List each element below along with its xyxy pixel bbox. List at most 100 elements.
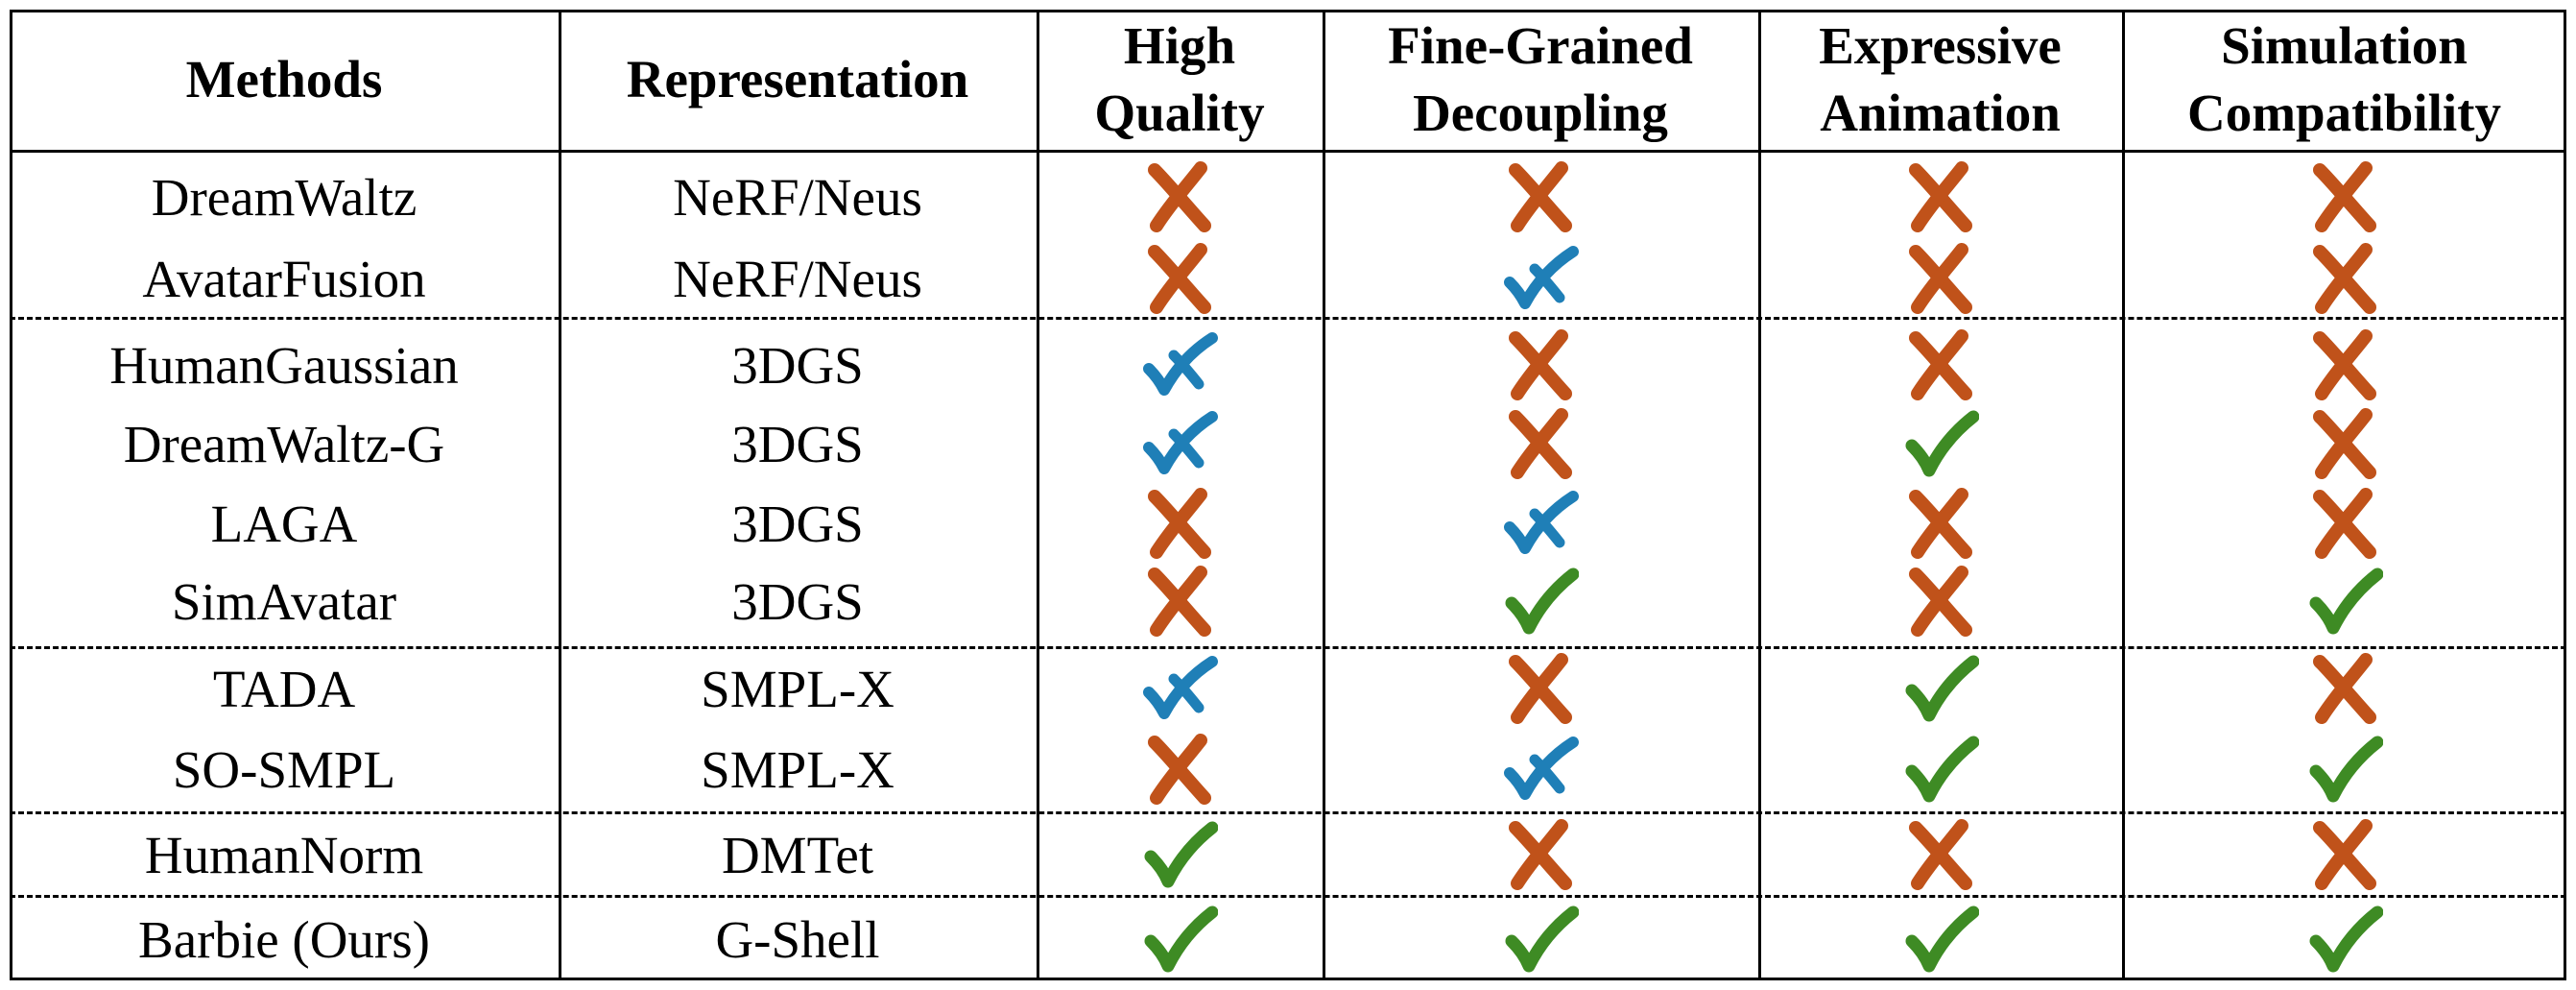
cell-fine-grained-decoupling — [1323, 729, 1758, 809]
cell-expressive-animation — [1758, 325, 2122, 405]
cross-icon — [1141, 158, 1218, 235]
cell-simulation-compatibility — [2122, 899, 2566, 979]
representation-value: 3DGS — [731, 414, 864, 473]
cell-expressive-animation — [1758, 648, 2122, 729]
table-border — [10, 10, 2566, 980]
header-expressive-animation: Expressive Animation — [1819, 16, 2062, 142]
cell-high-quality — [1037, 157, 1323, 237]
cell-simulation-compatibility — [2122, 483, 2566, 564]
partial-check-icon — [1141, 405, 1218, 482]
cross-icon — [1141, 731, 1218, 808]
check-icon — [1902, 731, 1979, 808]
cell-high-quality — [1037, 729, 1323, 809]
cell-high-quality — [1037, 814, 1323, 895]
cell-simulation-compatibility — [2122, 403, 2566, 484]
column-separator — [2122, 10, 2125, 980]
method-name: DreamWaltz — [151, 167, 417, 227]
cross-icon — [1502, 816, 1579, 893]
cell-high-quality — [1037, 403, 1323, 484]
cell-simulation-compatibility — [2122, 157, 2566, 237]
cross-icon — [2306, 650, 2383, 727]
method-name: HumanNorm — [144, 825, 424, 884]
cell-simulation-compatibility — [2122, 648, 2566, 729]
cross-icon — [1902, 563, 1979, 640]
cross-icon — [2306, 485, 2383, 562]
representation-value: NeRF/Neus — [673, 249, 922, 308]
cell-high-quality — [1037, 483, 1323, 564]
check-icon — [1902, 650, 1979, 727]
representation-value: 3DGS — [731, 571, 864, 631]
cell-simulation-compatibility — [2122, 238, 2566, 319]
column-separator — [559, 10, 561, 980]
cross-icon — [2306, 405, 2383, 482]
check-icon — [1502, 563, 1579, 640]
method-name: DreamWaltz-G — [123, 414, 445, 473]
check-icon — [2306, 901, 2383, 978]
column-separator — [1323, 10, 1325, 980]
cell-high-quality — [1037, 648, 1323, 729]
method-name: AvatarFusion — [142, 249, 426, 308]
cross-icon — [1502, 326, 1579, 403]
cell-fine-grained-decoupling — [1323, 648, 1758, 729]
cell-high-quality — [1037, 238, 1323, 319]
representation-value: DMTet — [721, 825, 874, 884]
check-icon — [1902, 405, 1979, 482]
check-icon — [2306, 731, 2383, 808]
cross-icon — [2306, 816, 2383, 893]
cell-fine-grained-decoupling — [1323, 814, 1758, 895]
column-separator — [1037, 10, 1039, 980]
cell-fine-grained-decoupling — [1323, 899, 1758, 979]
partial-check-icon — [1141, 650, 1218, 727]
method-name: LAGA — [210, 494, 358, 553]
partial-check-icon — [1502, 240, 1579, 317]
method-name: SO-SMPL — [172, 739, 396, 799]
group-separator — [10, 811, 2566, 814]
header-representation: Representation — [626, 50, 969, 109]
cell-expressive-animation — [1758, 483, 2122, 564]
representation-value: 3DGS — [731, 494, 864, 553]
representation-value: SMPL-X — [701, 739, 894, 799]
check-icon — [1141, 816, 1218, 893]
cross-icon — [1902, 816, 1979, 893]
representation-value: SMPL-X — [701, 659, 894, 718]
cell-fine-grained-decoupling — [1323, 238, 1758, 319]
header-high-quality: High Quality — [1094, 16, 1265, 142]
header-separator — [10, 150, 2566, 153]
representation-value: G-Shell — [715, 909, 880, 969]
cross-icon — [1141, 563, 1218, 640]
cell-fine-grained-decoupling — [1323, 561, 1758, 641]
group-separator — [10, 646, 2566, 649]
cell-fine-grained-decoupling — [1323, 483, 1758, 564]
partial-check-icon — [1502, 731, 1579, 808]
cell-high-quality — [1037, 561, 1323, 641]
check-icon — [1141, 901, 1218, 978]
cell-high-quality — [1037, 899, 1323, 979]
check-icon — [1502, 901, 1579, 978]
check-icon — [2306, 563, 2383, 640]
method-name: HumanGaussian — [109, 335, 459, 395]
method-name: Barbie (Ours) — [138, 909, 430, 969]
cross-icon — [1141, 485, 1218, 562]
group-separator — [10, 317, 2566, 320]
cell-fine-grained-decoupling — [1323, 325, 1758, 405]
method-name: TADA — [212, 659, 356, 718]
cross-icon — [1502, 650, 1579, 727]
check-icon — [1902, 901, 1979, 978]
cross-icon — [1902, 240, 1979, 317]
cell-expressive-animation — [1758, 238, 2122, 319]
cell-fine-grained-decoupling — [1323, 403, 1758, 484]
cross-icon — [1141, 240, 1218, 317]
cell-simulation-compatibility — [2122, 814, 2566, 895]
cross-icon — [2306, 326, 2383, 403]
header-fine-grained-decoupling: Fine-Grained Decoupling — [1388, 16, 1693, 142]
cell-fine-grained-decoupling — [1323, 157, 1758, 237]
cross-icon — [2306, 240, 2383, 317]
representation-value: NeRF/Neus — [673, 167, 922, 227]
cross-icon — [1902, 158, 1979, 235]
cell-expressive-animation — [1758, 814, 2122, 895]
comparison-table: Methods Representation High Quality Fine… — [10, 10, 2566, 980]
cross-icon — [1502, 158, 1579, 235]
cell-simulation-compatibility — [2122, 325, 2566, 405]
header-simulation-compatibility: Simulation Compatibility — [2187, 16, 2501, 142]
cell-expressive-animation — [1758, 403, 2122, 484]
